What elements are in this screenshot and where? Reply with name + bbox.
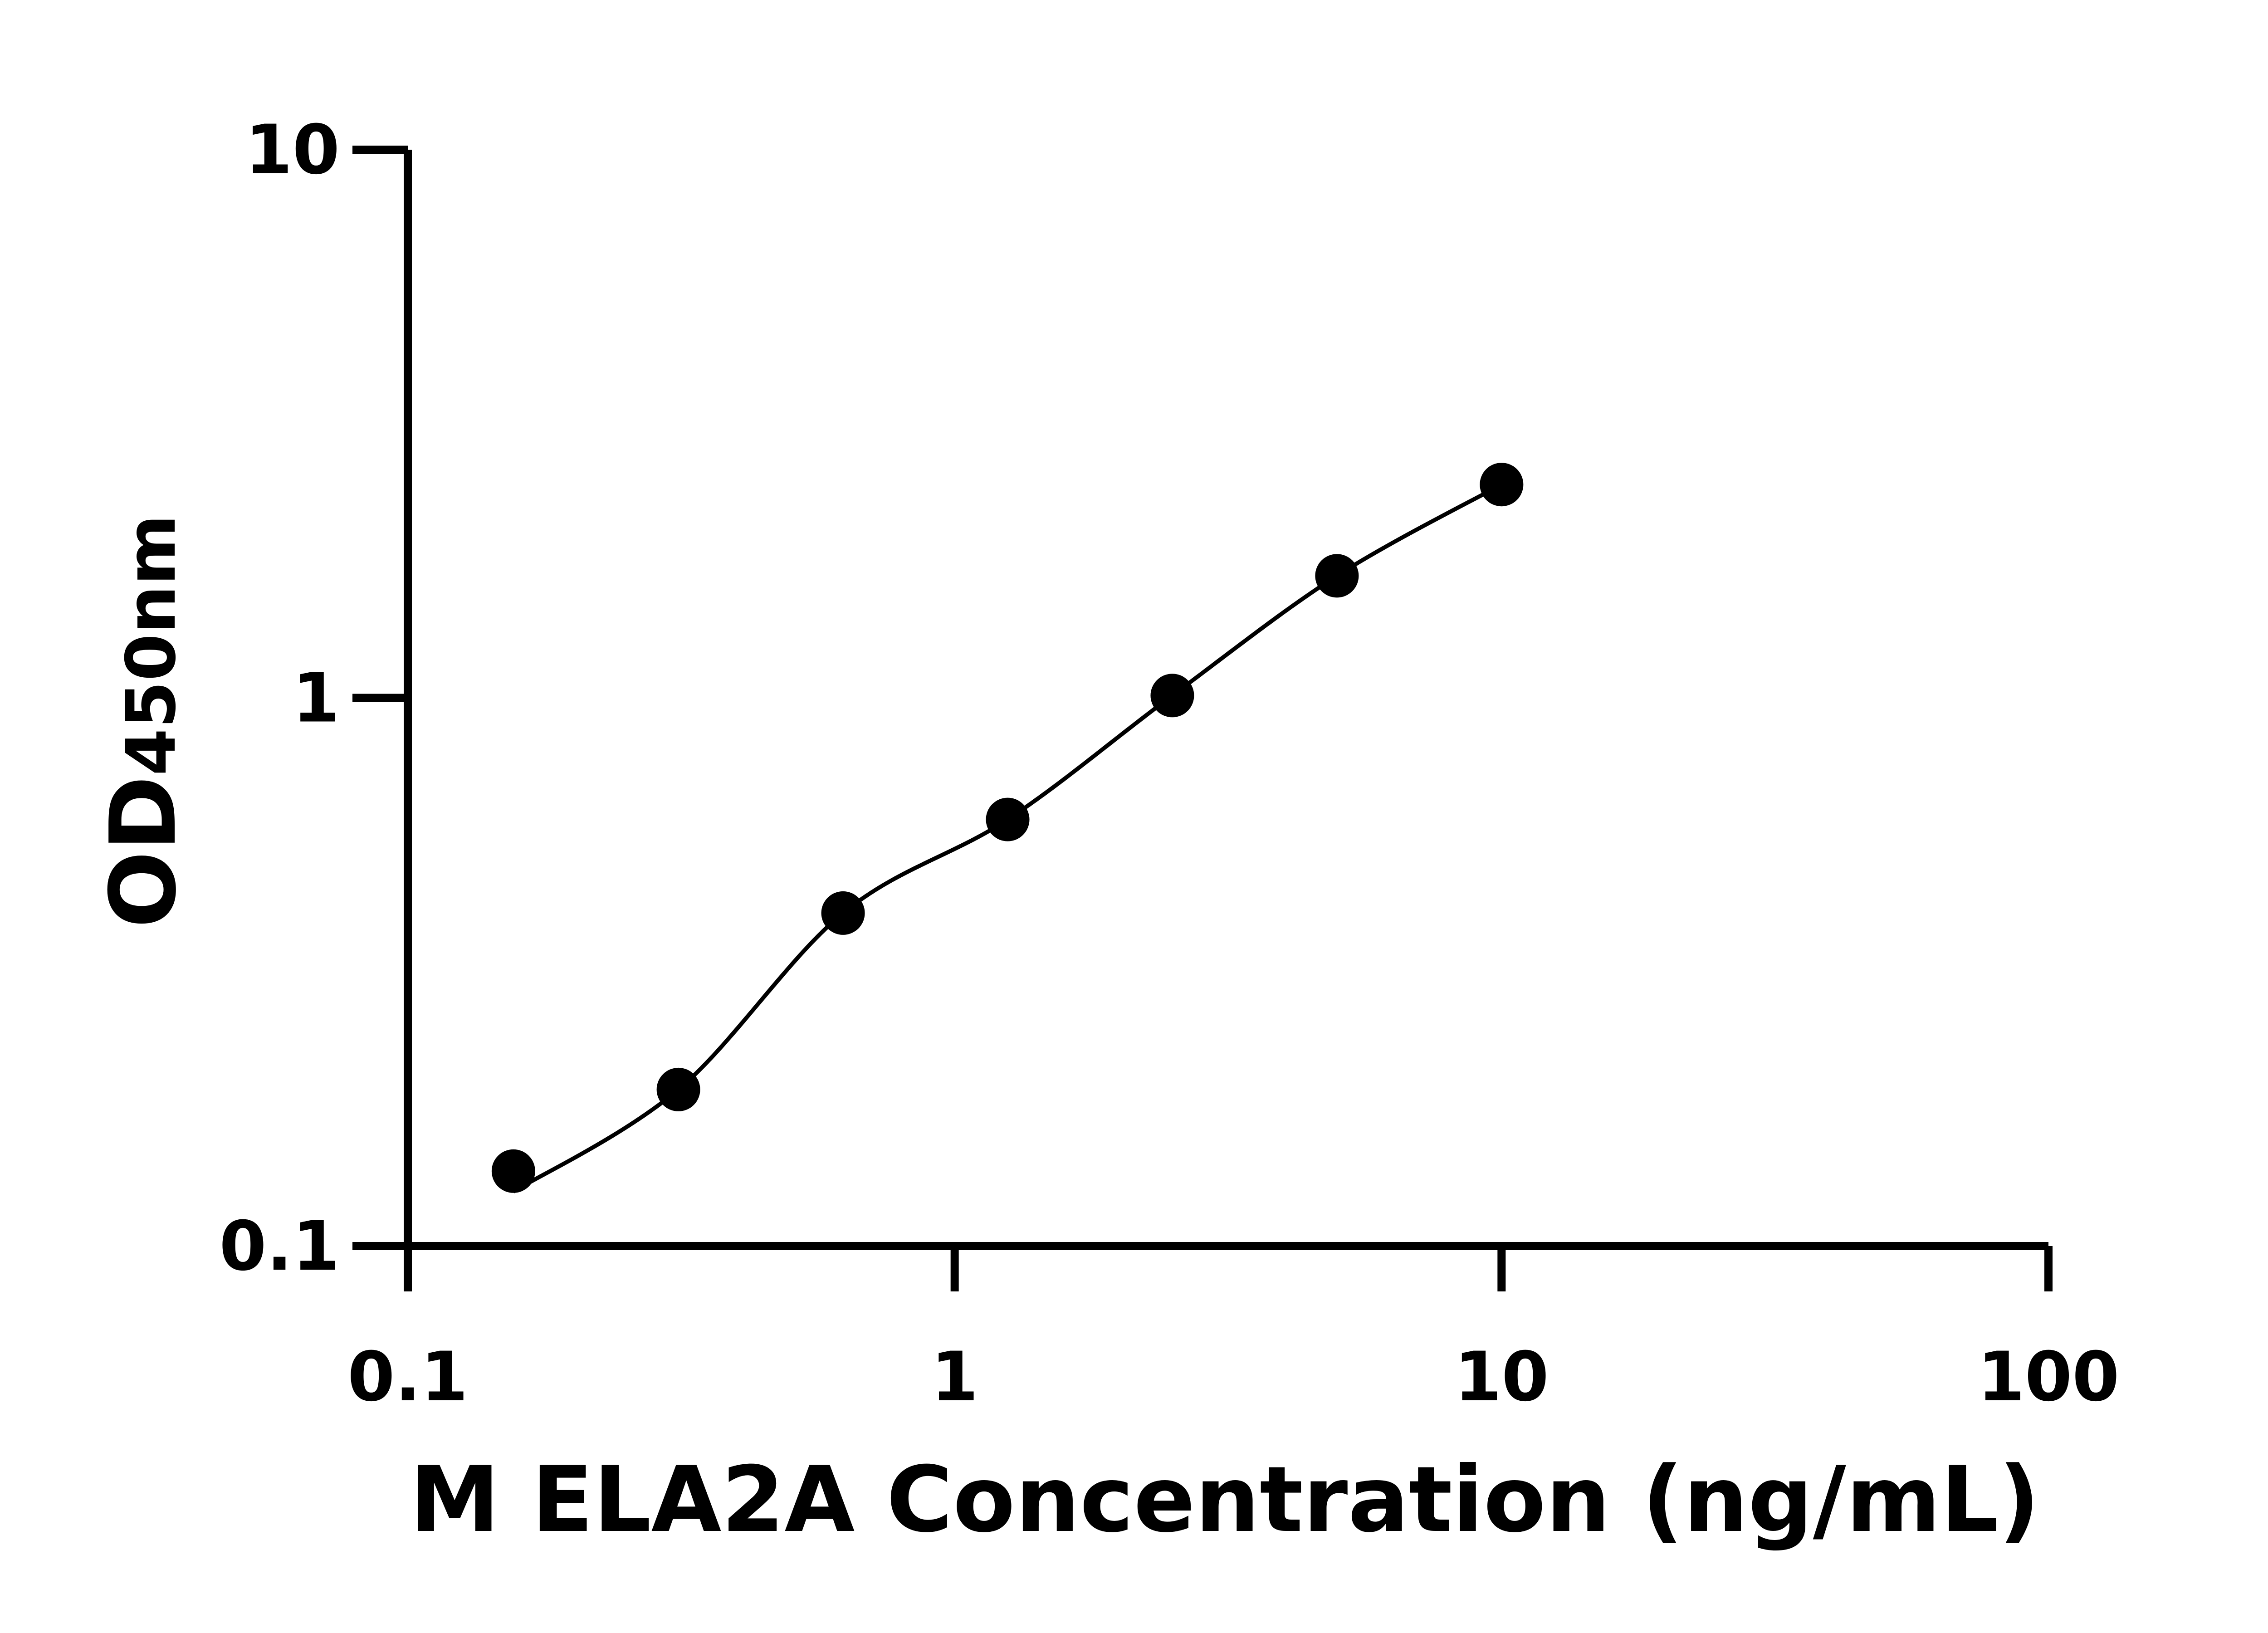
svg-text:OD450nm: OD450nm — [91, 514, 196, 928]
data-point-3 — [986, 797, 1030, 841]
x-tick-label-2: 10 — [1454, 1338, 1549, 1417]
y-axis-title-main: OD — [91, 776, 196, 928]
x-tick-label-0: 0.1 — [347, 1338, 468, 1417]
y-axis-title-sub: 450nm — [112, 514, 191, 776]
data-point-0 — [491, 1149, 535, 1193]
y-tick-label-2: 10 — [245, 111, 340, 190]
data-point-1 — [656, 1067, 700, 1111]
x-axis-title: M ELA2A Concentration (ng/mL) — [410, 1447, 2040, 1553]
tick-labels: 0.1 1 10 100 0.1 1 10 — [219, 111, 2119, 1417]
axes — [352, 146, 2053, 1291]
y-tick-label-1: 1 — [293, 659, 340, 738]
x-tick-label-1: 1 — [931, 1338, 978, 1417]
data-point-5 — [1315, 554, 1359, 598]
y-tick-label-0: 0.1 — [219, 1207, 340, 1286]
data-point-2 — [821, 891, 865, 935]
data-points — [491, 463, 1524, 1193]
x-tick-label-3: 100 — [1977, 1338, 2119, 1417]
data-point-6 — [1480, 463, 1524, 507]
y-axis-title: OD450nm — [91, 514, 196, 928]
data-point-4 — [1150, 674, 1194, 718]
